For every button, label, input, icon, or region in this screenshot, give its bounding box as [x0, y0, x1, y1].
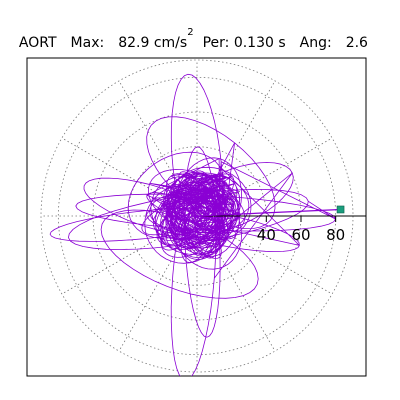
signal-label: AORT: [18, 34, 57, 51]
radial-tick-label: 80: [326, 226, 345, 244]
velocity-trace: [49, 73, 336, 376]
max-marker-point: [336, 205, 345, 214]
max-marker: [196, 205, 345, 217]
max-label: Max:: [70, 34, 105, 51]
plot-frame: [26, 57, 367, 377]
radial-tick-labels: 40 60 80: [257, 226, 345, 244]
radial-tick-label: 60: [291, 226, 310, 244]
period-label: Per:: [202, 34, 230, 51]
trace-path: [49, 73, 336, 376]
max-unit: cm/s: [153, 34, 188, 51]
max-value: 82.9: [118, 34, 150, 51]
angle-label: Ang:: [299, 34, 332, 51]
radial-tick-label: 40: [257, 226, 276, 244]
period-value: 0.130 s: [233, 34, 286, 51]
chart-header: AORT Max: 82.9 cm/s2 Per: 0.130 s Ang: 2.6: [10, 17, 368, 51]
max-unit-power: 2: [187, 27, 194, 38]
max-vector-line: [196, 208, 341, 217]
radial-axis: [197, 215, 366, 222]
angle-value: 2.6: [345, 34, 368, 51]
